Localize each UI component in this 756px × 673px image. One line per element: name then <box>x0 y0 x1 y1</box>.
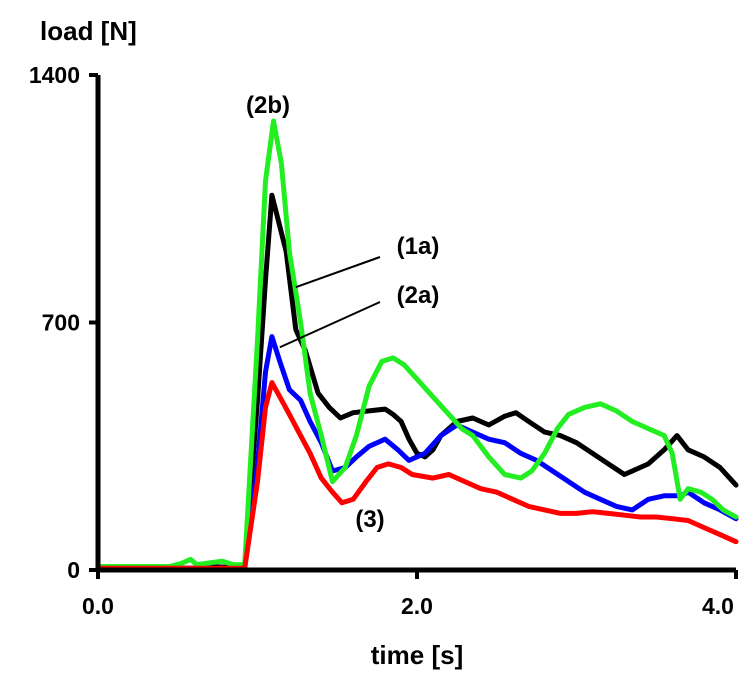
annotation-leader-2a <box>279 301 381 349</box>
series-line-2a <box>95 334 739 571</box>
series-layer <box>95 118 739 571</box>
annotation-layer: (2b) (1a) (2a) (3) <box>246 92 439 533</box>
series-line-3 <box>95 380 739 571</box>
annotation-label-3: (3) <box>355 506 384 533</box>
annotation-label-2a: (2a) <box>397 282 440 309</box>
x-axis-label: time [s] <box>371 640 463 670</box>
tick-layer: 0 700 1400 0.0 2.0 4.0 <box>29 62 738 619</box>
y-axis-label: load [N] <box>40 16 137 46</box>
x-tick-label: 0.0 <box>82 593 114 619</box>
annotation-label-1a: (1a) <box>397 233 440 260</box>
y-tick-label: 700 <box>42 310 80 336</box>
x-tick-label: 4.0 <box>702 593 734 619</box>
y-tick-label: 0 <box>67 557 80 583</box>
annotation-label-2b: (2b) <box>246 92 290 119</box>
axes-layer <box>95 75 736 573</box>
annotation-leader-1a <box>295 256 381 289</box>
y-tick-label: 1400 <box>29 62 80 88</box>
series-line-2b <box>95 118 739 569</box>
x-tick-label: 2.0 <box>401 593 433 619</box>
